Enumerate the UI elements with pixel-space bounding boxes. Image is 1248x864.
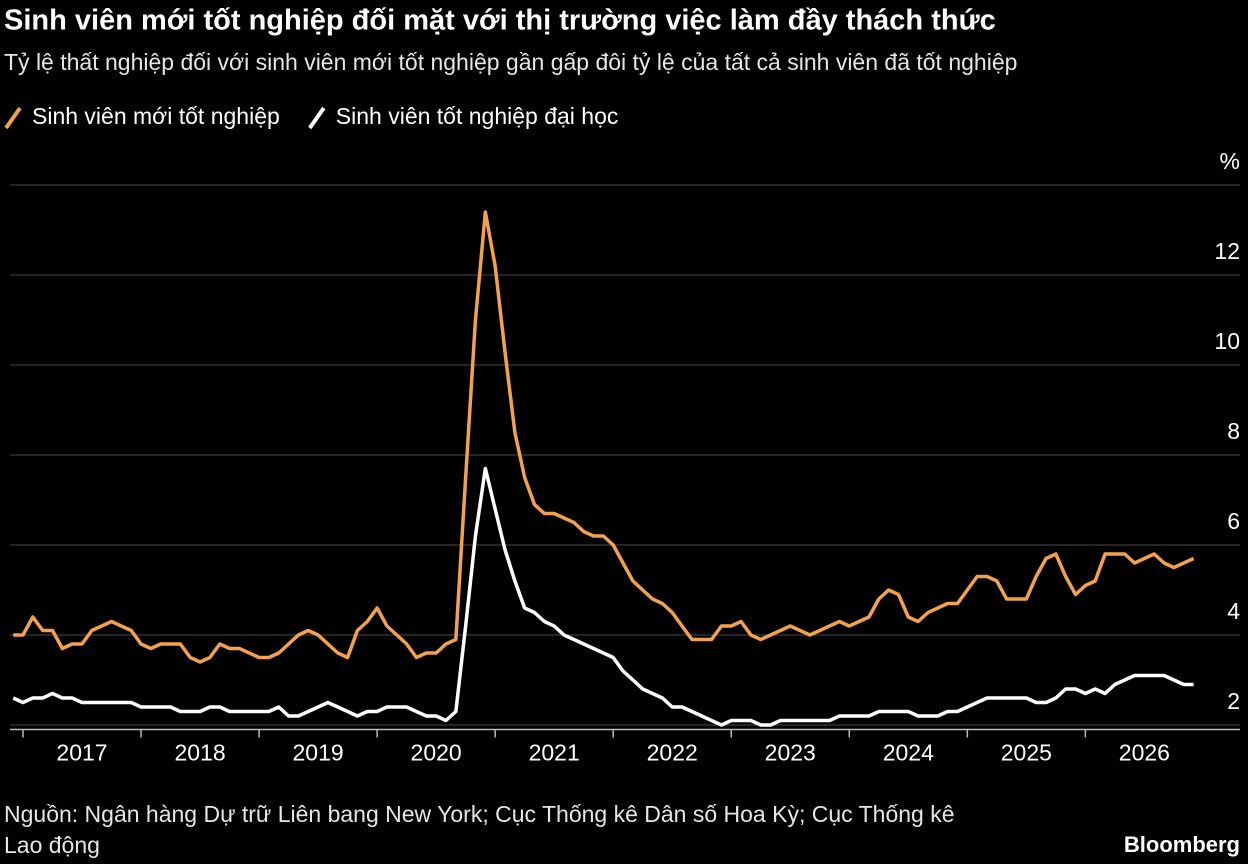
legend-label: Sinh viên mới tốt nghiệp bbox=[32, 103, 280, 129]
legend-swatch bbox=[4, 106, 22, 130]
y-tick-label: 6 bbox=[1227, 508, 1240, 534]
x-tick-label: 2025 bbox=[1001, 740, 1052, 766]
y-tick-label: 10 bbox=[1214, 328, 1240, 354]
x-tick-label: 2023 bbox=[765, 740, 816, 766]
x-tick-label: 2021 bbox=[529, 740, 580, 766]
chart-title: Sinh viên mới tốt nghiệp đối mặt với thị… bbox=[4, 5, 996, 37]
brand: Bloomberg bbox=[1124, 832, 1240, 857]
x-tick-label: 2024 bbox=[883, 740, 934, 766]
x-tick-label: 2026 bbox=[1119, 740, 1170, 766]
y-tick-label: 2 bbox=[1227, 688, 1240, 714]
y-tick-label: % bbox=[1220, 148, 1240, 174]
legend-swatch bbox=[308, 106, 326, 130]
x-tick-label: 2022 bbox=[647, 740, 698, 766]
x-tick-label: 2018 bbox=[174, 740, 225, 766]
series-line bbox=[13, 210, 1195, 664]
x-tick-label: 2017 bbox=[56, 740, 107, 766]
chart-subtitle: Tỷ lệ thất nghiệp đối với sinh viên mới … bbox=[4, 49, 1017, 75]
y-tick-label: 12 bbox=[1214, 238, 1240, 264]
x-tick-label: 2020 bbox=[411, 740, 462, 766]
legend-label: Sinh viên tốt nghiệp đại học bbox=[336, 103, 619, 129]
series-line bbox=[12, 466, 1194, 727]
x-tick-label: 2019 bbox=[293, 740, 344, 766]
source: Nguồn: Ngân hàng Dự trữ Liên bang New Yo… bbox=[4, 801, 955, 858]
y-tick-label: 4 bbox=[1227, 598, 1240, 624]
y-tick-label: 8 bbox=[1227, 418, 1240, 444]
